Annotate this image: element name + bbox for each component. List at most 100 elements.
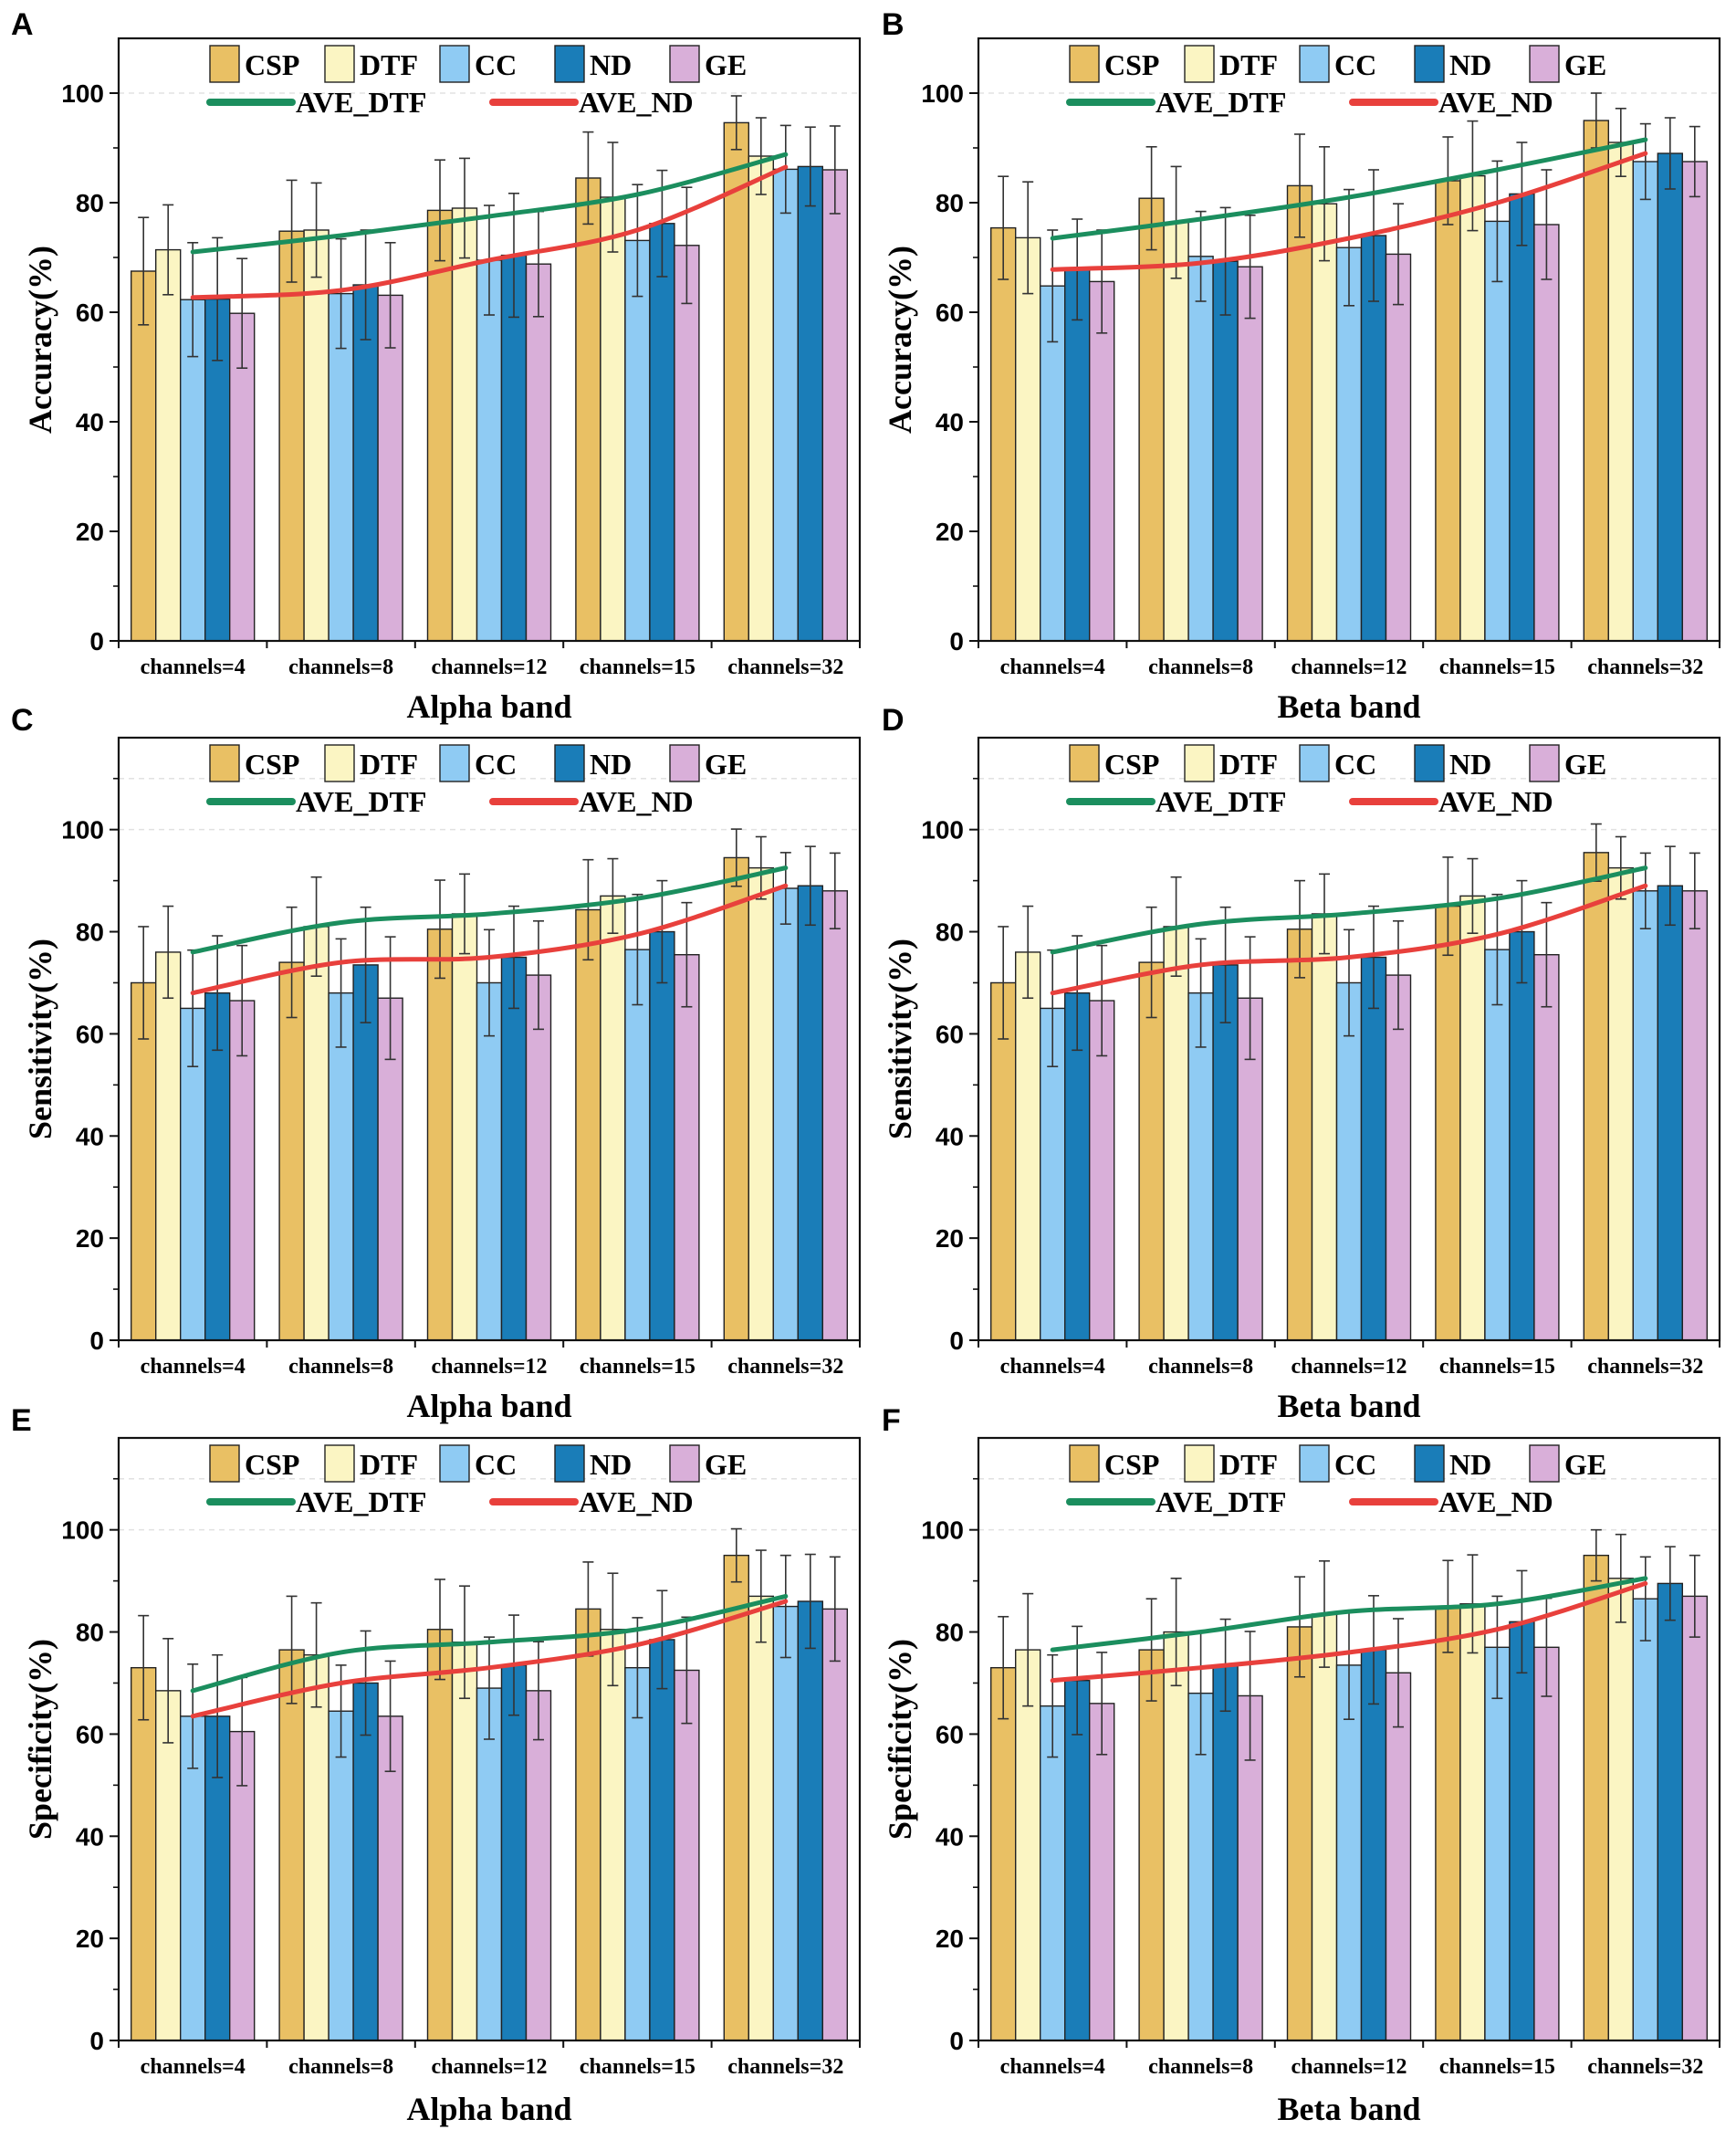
- bar-dtf: [303, 1654, 329, 2041]
- bar-nd: [500, 956, 528, 1341]
- legend-label-csp: CSP: [1104, 748, 1159, 781]
- y-tick-label: 60: [936, 1020, 964, 1048]
- bar-csp: [1138, 1649, 1165, 2041]
- x-category-label: channels=15: [580, 656, 695, 679]
- bar-nd: [1509, 193, 1535, 642]
- legend-label-nd: ND: [1449, 748, 1491, 781]
- x-axis-title: Beta band: [1277, 1388, 1420, 1424]
- legend-label-csp: CSP: [245, 1448, 299, 1481]
- legend-swatch-ge: [669, 45, 700, 83]
- x-category-label: channels=32: [727, 656, 843, 679]
- legend-label-ave-dtf: AVE_DTF: [296, 1485, 426, 1518]
- y-tick-label: 80: [76, 1619, 104, 1647]
- y-tick-label: 60: [76, 299, 104, 327]
- y-tick-label: 60: [936, 299, 964, 327]
- legend-swatch-dtf: [1184, 744, 1215, 782]
- bar-nd: [500, 1664, 528, 2041]
- x-category-label: channels=4: [1000, 1355, 1105, 1379]
- panel-letter: B: [882, 7, 905, 42]
- legend-swatch-csp: [1069, 1444, 1100, 1483]
- legend-label-dtf: DTF: [1219, 1448, 1278, 1481]
- bar-csp: [1286, 184, 1313, 642]
- bar-dtf: [451, 1642, 478, 2041]
- bar-dtf: [1311, 1613, 1338, 2041]
- bar-dtf: [748, 866, 774, 1341]
- legend-swatch-nd: [1414, 744, 1445, 782]
- legend-label-ave-nd: AVE_ND: [579, 785, 694, 818]
- x-category-label: channels=32: [727, 2055, 843, 2079]
- bar-dtf: [451, 207, 478, 642]
- bar-dtf: [1163, 221, 1189, 642]
- chart-panel-d: D 0 20 40 60 80 100 channels=4 channels=8 channel…: [882, 703, 1721, 1424]
- trend-line-ave-dtf: [1050, 137, 1648, 241]
- legend-label-cc: CC: [1334, 748, 1376, 781]
- x-category-label: channels=15: [1439, 656, 1555, 679]
- bar-cc: [1187, 991, 1214, 1341]
- y-axis-title: Accuracy(%): [882, 246, 918, 434]
- y-axis-title: Sensitivity(%): [882, 939, 918, 1139]
- bar-dtf: [1163, 1631, 1189, 2041]
- bar-dtf: [154, 248, 182, 642]
- bar-dtf: [1014, 951, 1041, 1341]
- legend-label-cc: CC: [475, 1448, 517, 1481]
- bar-csp: [1435, 1605, 1461, 2041]
- bar-csp: [130, 1666, 157, 2041]
- chart-panel-f: F 0 20 40 60 80 100 channels=4 channels=8 channel…: [882, 1403, 1721, 2127]
- x-category-label: channels=12: [1291, 1355, 1407, 1379]
- bar-dtf: [1163, 926, 1189, 1341]
- bar-csp: [426, 1629, 454, 2041]
- legend-swatch-dtf: [324, 45, 355, 83]
- x-category-label: channels=8: [288, 2055, 393, 2079]
- trend-line-ave-dtf: [190, 1593, 789, 1694]
- legend-label-ave-nd: AVE_ND: [579, 86, 694, 119]
- x-axis-title: Alpha band: [406, 688, 571, 725]
- y-tick-label: 40: [936, 1822, 964, 1851]
- legend-label-nd: ND: [1449, 1448, 1491, 1481]
- bar-ge: [1385, 1672, 1412, 2041]
- trend-line-ave-nd: [190, 164, 789, 300]
- y-tick-label: 0: [949, 2027, 964, 2055]
- bar-nd: [1212, 964, 1239, 1341]
- y-tick-label: 60: [76, 1720, 104, 1748]
- bar-csp: [278, 230, 305, 642]
- bar-dtf: [1459, 1603, 1486, 2041]
- legend-label-nd: ND: [590, 1448, 632, 1481]
- y-tick-label: 0: [949, 627, 964, 656]
- x-category-label: channels=12: [431, 656, 547, 679]
- x-category-label: channels=8: [288, 656, 393, 679]
- y-tick-label: 0: [89, 627, 104, 656]
- bar-ge: [228, 312, 256, 642]
- y-tick-label: 100: [61, 1516, 104, 1545]
- x-category-label: channels=4: [141, 656, 246, 679]
- bar-cc: [1484, 949, 1511, 1341]
- bar-dtf: [1607, 142, 1635, 642]
- bar-cc: [1632, 1598, 1659, 2041]
- bar-cc: [624, 1666, 651, 2041]
- bar-ge: [674, 245, 700, 642]
- panel-letter: D: [882, 703, 905, 738]
- bar-ge: [1681, 1595, 1709, 2041]
- y-tick-label: 100: [921, 816, 964, 844]
- x-category-label: channels=32: [1587, 1355, 1703, 1379]
- bar-csp: [130, 981, 157, 1341]
- legend-label-ave-dtf: AVE_DTF: [1156, 785, 1286, 818]
- legend-label-csp: CSP: [1104, 48, 1159, 81]
- y-tick-label: 20: [76, 1224, 104, 1253]
- legend-swatch-dtf: [324, 744, 355, 782]
- bar-cc: [624, 239, 651, 642]
- bar-ge: [821, 169, 848, 642]
- bar-csp: [130, 270, 157, 642]
- bar-dtf: [1014, 1649, 1041, 2041]
- y-tick-label: 20: [936, 1925, 964, 1953]
- trend-line-ave-nd: [190, 1599, 789, 1719]
- y-tick-label: 40: [936, 1122, 964, 1150]
- x-category-label: channels=4: [141, 1355, 246, 1379]
- legend-swatch-ge: [669, 744, 700, 782]
- y-tick-label: 80: [936, 189, 964, 217]
- y-tick-label: 0: [89, 2027, 104, 2055]
- bar-csp: [1583, 1554, 1610, 2041]
- trend-line-ave-dtf: [1050, 865, 1648, 955]
- legend-label-cc: CC: [475, 48, 517, 81]
- y-tick-label: 100: [921, 79, 964, 108]
